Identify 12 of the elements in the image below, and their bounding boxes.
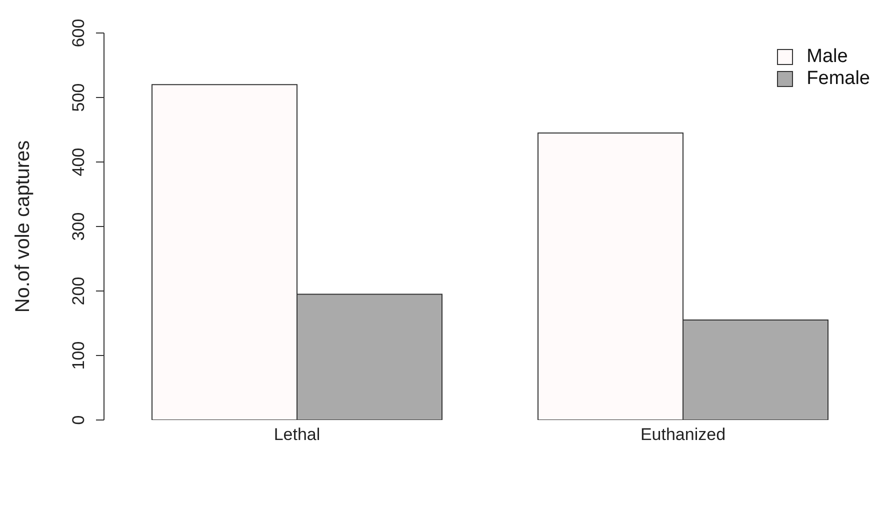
y-axis-title: No.of vole captures [12, 140, 34, 313]
y-tick-label: 400 [69, 148, 88, 176]
legend-label: Male [806, 46, 848, 68]
y-tick-label: 300 [69, 212, 88, 241]
y-tick-label: 500 [69, 83, 88, 112]
x-tick-label: Lethal [274, 425, 320, 444]
legend-label: Female [806, 68, 870, 90]
x-tick-label: Euthanized [640, 425, 726, 444]
y-tick-label: 200 [69, 276, 88, 306]
y-tick-label: 100 [69, 341, 88, 370]
y-tick-label: 600 [69, 18, 88, 48]
y-tick-label: 0 [69, 415, 88, 425]
